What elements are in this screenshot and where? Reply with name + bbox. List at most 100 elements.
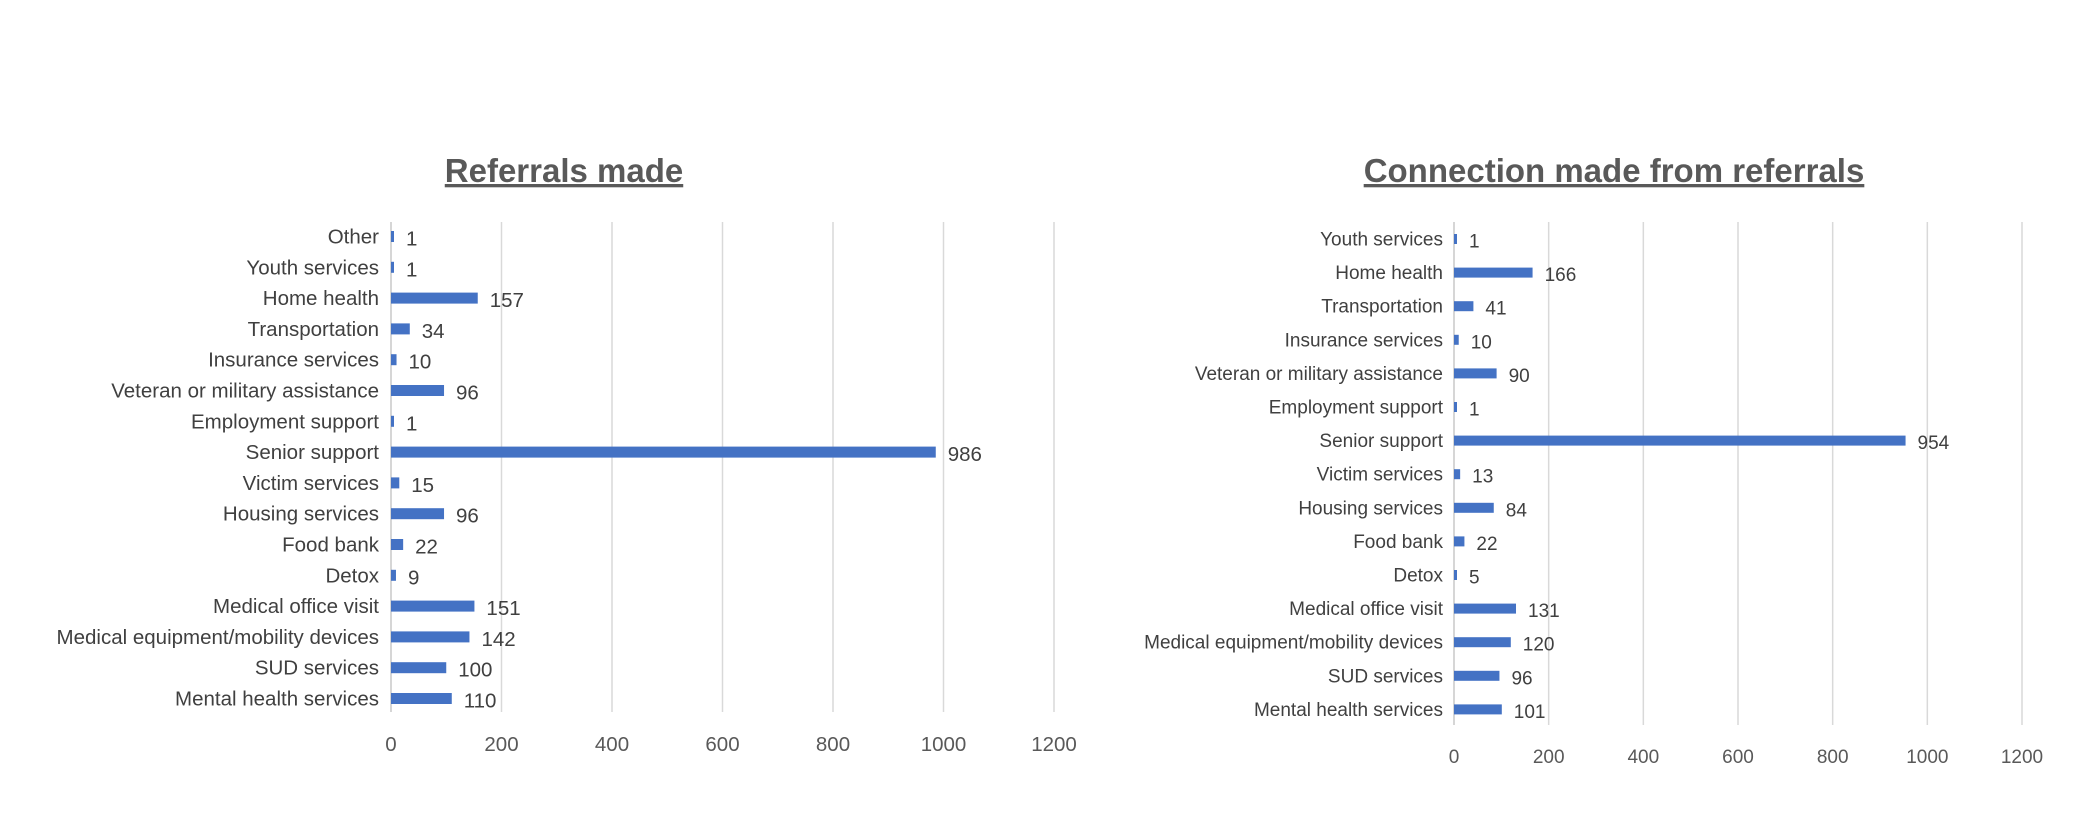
x-tick-label: 200 — [1533, 747, 1565, 768]
category-label: Detox — [325, 564, 379, 587]
category-label: Detox — [1393, 565, 1443, 586]
bar-employment-support — [1454, 402, 1457, 412]
data-label: 100 — [458, 659, 492, 682]
data-label: 13 — [1472, 467, 1493, 488]
bar-other — [391, 231, 394, 242]
category-labels: Other Youth services Home health Transporta… — [57, 225, 380, 710]
x-tick-label: 200 — [484, 733, 518, 756]
value-labels: 1 1 157 34 10 96 1 986 15 96 22 9 151 142 100 110 — [406, 227, 982, 712]
category-label: Youth services — [246, 256, 379, 279]
category-label: Medical equipment/mobility devices — [57, 626, 379, 649]
data-label: 10 — [1471, 332, 1492, 353]
x-tick-label: 600 — [705, 733, 739, 756]
category-label: Medical office visit — [1289, 599, 1444, 620]
grid-lines — [390, 222, 1055, 712]
data-label: 5 — [1469, 567, 1480, 588]
category-label: Insurance services — [208, 349, 379, 372]
category-label: Victim services — [1317, 465, 1443, 486]
data-label: 986 — [948, 443, 982, 466]
bar-transportation — [391, 323, 410, 335]
x-tick-label: 400 — [595, 733, 629, 756]
x-tick-labels: 0 200 400 600 800 1000 1200 — [1449, 747, 2043, 768]
category-label: Home health — [263, 287, 379, 310]
bar-senior-support — [1454, 435, 1906, 446]
data-label: 110 — [464, 689, 497, 712]
x-tick-label: 400 — [1627, 747, 1659, 768]
bar-series — [391, 231, 936, 704]
bar-victim-services — [391, 477, 400, 489]
bar-home-health — [1454, 267, 1533, 278]
category-label: Insurance services — [1285, 330, 1443, 351]
category-label: Senior support — [1319, 431, 1443, 452]
data-label: 84 — [1506, 500, 1528, 521]
category-label: Mental health services — [1254, 700, 1443, 721]
data-label: 1 — [406, 258, 417, 281]
category-label: SUD services — [255, 657, 379, 680]
data-label: 1 — [406, 412, 417, 435]
chart-connections-made: Connection made from referrals Youth ser… — [1144, 152, 2043, 768]
chart-referrals-made: Referrals made Other Youth services Home h… — [57, 152, 1077, 756]
category-label: Employment support — [191, 410, 379, 433]
data-label: 142 — [481, 628, 515, 651]
bar-veteran-or-military-assistance — [1454, 368, 1497, 379]
bar-housing-services — [391, 508, 445, 520]
category-label: Other — [328, 225, 379, 248]
category-label: Medical equipment/mobility devices — [1144, 633, 1443, 654]
x-tick-label: 1200 — [1031, 733, 1077, 756]
data-label: 1 — [1469, 231, 1480, 252]
data-label: 34 — [422, 320, 445, 343]
data-label: 120 — [1523, 635, 1555, 656]
data-label: 101 — [1514, 702, 1546, 723]
bar-medical-office-visit — [1454, 603, 1517, 614]
data-label: 9 — [408, 566, 419, 589]
bar-employment-support — [391, 415, 394, 427]
chart-title: Referrals made — [445, 152, 683, 189]
bar-sud-services — [1454, 670, 1500, 681]
category-label: Youth services — [1320, 229, 1443, 250]
bar-mental-health-services — [391, 693, 452, 704]
x-tick-label: 1000 — [921, 733, 967, 756]
category-label: Veteran or military assistance — [111, 379, 379, 402]
bar-medical-office-visit — [391, 600, 475, 612]
data-label: 22 — [415, 535, 438, 558]
bar-victim-services — [1454, 469, 1461, 480]
value-labels: 1 166 41 10 90 1 954 13 84 22 5 131 120 96 101 — [1469, 231, 1950, 722]
bar-insurance-services — [1454, 334, 1459, 345]
bar-detox — [391, 569, 396, 581]
bar-senior-support — [391, 446, 936, 458]
data-label: 1 — [1469, 399, 1480, 420]
data-label: 151 — [486, 597, 520, 620]
x-tick-label: 1200 — [2001, 747, 2043, 768]
bar-medical-equipment-mobility-devices — [1454, 637, 1511, 648]
chart-title: Connection made from referrals — [1364, 152, 1865, 189]
category-label: SUD services — [1328, 666, 1443, 687]
bar-detox — [1454, 570, 1457, 580]
bar-home-health — [391, 292, 478, 304]
grid-lines — [1453, 222, 2023, 725]
category-label: Employment support — [1269, 397, 1444, 418]
data-label: 166 — [1545, 265, 1577, 286]
category-label: Medical office visit — [213, 595, 379, 618]
data-label: 41 — [1485, 299, 1506, 320]
bar-food-bank — [1454, 536, 1465, 547]
bar-sud-services — [391, 662, 447, 674]
data-label: 96 — [456, 381, 479, 404]
category-label: Housing services — [1298, 498, 1443, 519]
data-label: 15 — [411, 474, 434, 497]
bar-transportation — [1454, 301, 1474, 312]
data-label: 131 — [1528, 601, 1560, 622]
category-label: Food bank — [1353, 532, 1443, 553]
category-label: Veteran or military assistance — [1195, 364, 1443, 385]
data-label: 954 — [1918, 433, 1950, 454]
bar-youth-services — [391, 261, 394, 273]
data-label: 157 — [490, 289, 524, 312]
bar-series — [1454, 234, 1906, 715]
bar-youth-services — [1454, 234, 1457, 244]
x-tick-label: 0 — [1449, 747, 1460, 768]
category-label: Victim services — [243, 472, 379, 495]
category-label: Home health — [1335, 263, 1443, 284]
x-tick-label: 0 — [385, 733, 396, 756]
bar-veteran-or-military-assistance — [391, 385, 445, 396]
x-tick-label: 1000 — [1906, 747, 1948, 768]
category-label: Transportation — [1321, 297, 1443, 318]
